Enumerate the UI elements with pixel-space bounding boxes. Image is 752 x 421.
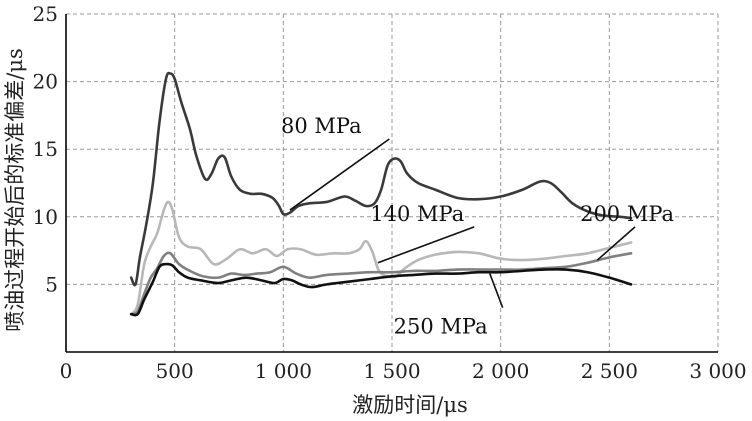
series-line-140-mpa: [129, 200, 633, 316]
y-tick-label: 25: [33, 2, 58, 26]
x-axis-title: 激励时间/μs: [352, 393, 468, 417]
leader-line-250-mpa: [489, 273, 504, 308]
series-lines: [129, 71, 633, 317]
x-tick-label: 0: [60, 359, 73, 383]
grid: [66, 13, 719, 352]
leader-line-140-mpa: [377, 226, 475, 264]
leader-line-80-mpa: [289, 138, 390, 211]
series-label-140-mpa: 140 MPa: [370, 202, 464, 226]
series-line-200-mpa: [129, 251, 633, 316]
y-tick-label: 15: [33, 137, 58, 161]
y-tick-label: 10: [33, 205, 58, 229]
annotations: 80 MPa 140 MPa 200 MPa 250 MPa: [281, 114, 674, 339]
series-label-80-mpa: 80 MPa: [281, 114, 362, 138]
series-line-250-mpa: [129, 262, 633, 317]
x-tick-label: 500: [156, 359, 194, 383]
series-label-200-mpa: 200 MPa: [580, 202, 674, 226]
axes: 0 500 1 000 1 500 2 000 2 500 3 000 5 10 15 20 25: [33, 2, 747, 383]
x-tick-label: 2 500: [581, 359, 638, 383]
y-tick-label: 5: [45, 272, 58, 296]
y-tick-label: 20: [33, 70, 58, 94]
x-tick-label: 1 000: [255, 359, 312, 383]
y-axis-title: 喷油过程开始后的标准偏差/μs: [3, 48, 27, 332]
x-tick-label: 3 000: [689, 359, 746, 383]
series-label-250-mpa: 250 MPa: [394, 315, 488, 339]
x-tick-label: 2 000: [472, 359, 529, 383]
x-tick-label: 1 500: [363, 359, 420, 383]
series-line-80-mpa: [129, 71, 633, 287]
leader-line-200-mpa: [596, 226, 636, 261]
